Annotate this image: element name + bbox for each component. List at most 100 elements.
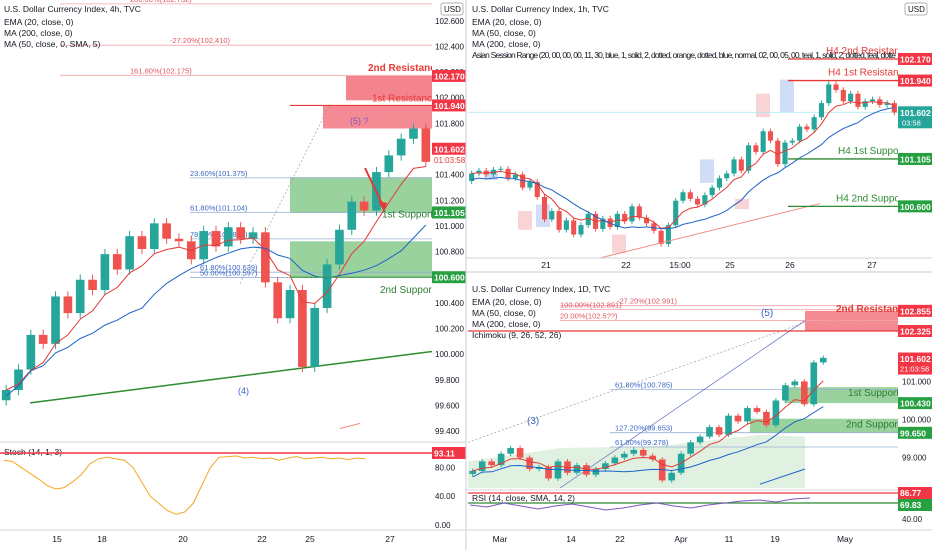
h4-1st-resistance-zone xyxy=(323,105,432,129)
h1-countdown: 03:58 xyxy=(902,118,921,127)
h4-y-tick: 100.200 xyxy=(435,324,464,333)
h1-candle xyxy=(534,181,540,197)
h1-candle xyxy=(818,103,825,118)
d1-candle xyxy=(630,449,638,454)
h4-candle xyxy=(100,254,110,291)
h1-level-tag: 101.940 xyxy=(900,76,931,86)
h1-session-box xyxy=(756,93,770,118)
h1-candle xyxy=(578,225,584,235)
d1-channel-line xyxy=(559,320,806,489)
d1-candle xyxy=(592,468,600,475)
d1-candle xyxy=(621,453,628,458)
h1-ma200-line xyxy=(599,203,821,259)
d1-candle xyxy=(545,467,552,479)
d1-candle xyxy=(782,385,789,401)
d1-candle xyxy=(469,470,477,474)
d1-x-tick: Mar xyxy=(493,534,508,544)
stoch-line xyxy=(3,455,366,515)
d1-candle xyxy=(801,381,808,405)
h4-candle xyxy=(236,227,246,239)
d1-fib-label: 61.80%(100.785) xyxy=(615,381,673,390)
h1-candle xyxy=(811,117,817,130)
h4-wave-dotted xyxy=(239,103,331,284)
h4-candle xyxy=(409,128,418,139)
h4-candle xyxy=(322,264,332,308)
d1-candle xyxy=(706,427,713,437)
h4-level-tag-bg xyxy=(432,99,466,112)
h1-candle xyxy=(731,159,737,174)
h4-price-tag-bg xyxy=(432,142,466,155)
h1-session-box xyxy=(518,211,532,230)
d1-candle xyxy=(602,463,609,469)
h4-currency-badge-bg xyxy=(440,2,464,16)
rsi-label: RSI (14, close, SMA, 14, 2) xyxy=(472,493,575,503)
h4-ma50-line xyxy=(5,224,427,397)
d1-title: U.S. Dollar Currency Index, 1D, TVC xyxy=(472,284,610,294)
d1-candle xyxy=(668,472,675,481)
h4-candle xyxy=(273,282,283,319)
h4-wave-5-label: (5) ? xyxy=(350,116,369,126)
d1-candle xyxy=(696,436,704,443)
h1-candle xyxy=(775,140,781,165)
d1-x-tick: 19 xyxy=(770,534,780,544)
h1-candle xyxy=(738,159,744,171)
h4-ema-line xyxy=(5,166,426,391)
h1-session-box xyxy=(612,234,626,254)
h1-candle xyxy=(512,174,518,179)
h4-countdown: 01:03:58 xyxy=(434,156,466,165)
h1-candle xyxy=(789,140,795,143)
h1-session-box xyxy=(484,170,498,181)
d1-indicator-label: MA (200, close, 0) xyxy=(472,319,541,329)
h4-price-tag: 101.602 xyxy=(434,144,465,154)
h4-y-tick: 101.000 xyxy=(435,222,464,231)
h1-x-tick: 26 xyxy=(785,260,795,270)
h1-level-tag-bg xyxy=(898,200,932,213)
d1-wave-3-label: (3) xyxy=(527,416,539,427)
d1-candle xyxy=(526,457,533,469)
d1-fib-label: -27.20%(102.991) xyxy=(617,297,678,306)
d1-candle xyxy=(507,448,514,454)
h1-indicator-label: Asian Session Range (20, 00, 00, 00, 11,… xyxy=(472,50,896,60)
d1-candle xyxy=(744,408,751,422)
h1-candle xyxy=(709,187,715,196)
h4-candle xyxy=(112,254,122,270)
d1-x-tick: Apr xyxy=(674,534,687,544)
d1-candle xyxy=(763,411,770,426)
d1-countdown: 21:03:58 xyxy=(900,365,929,374)
rsi-y-tick: 40.00 xyxy=(902,515,923,524)
h1-candles xyxy=(469,81,897,247)
h1-x-tick: 25 xyxy=(725,260,735,270)
h4-y-tick: 101.400 xyxy=(435,171,464,180)
h4-level-tag: 100.600 xyxy=(434,273,465,283)
h1-level-label: H4 1st Resistance xyxy=(828,68,910,79)
h4-trendline xyxy=(29,350,433,404)
h4-2nd-resistance-label: 2nd Resistance xyxy=(368,63,442,74)
rsi-tag-lower: 69.83 xyxy=(900,500,922,510)
d1-2nd-support-zone xyxy=(750,418,898,433)
h4-candle xyxy=(335,229,344,265)
fib-label: -27.20%(102.410) xyxy=(170,36,231,45)
h1-x-tick: 27 xyxy=(867,260,877,270)
h4-title: U.S. Dollar Currency Index, 4h, TVC xyxy=(4,4,141,14)
d1-candle xyxy=(819,357,827,363)
fib-label: 161.80%(102.175) xyxy=(130,66,192,75)
h1-candle xyxy=(469,173,475,182)
h1-candle xyxy=(527,181,533,188)
h4-candle xyxy=(174,238,184,242)
h4-candle xyxy=(51,296,60,344)
h1-ma50-line xyxy=(471,107,895,230)
d1-1st-resistance-label: 1st Resistance ★★★ xyxy=(817,319,912,330)
h1-price-tag: 101.602 xyxy=(900,108,931,118)
h4-x-tick: 27 xyxy=(385,534,395,544)
d1-indicator-label: EMA (20, close, 0) xyxy=(472,297,542,307)
h4-candle xyxy=(396,138,406,156)
h4-candle xyxy=(224,227,233,247)
h1-candle xyxy=(476,170,482,174)
d1-x-tick: 11 xyxy=(725,534,734,544)
d1-price-tag-bg xyxy=(898,352,932,375)
h1-indicator-label: MA (200, close, 0) xyxy=(472,39,541,49)
d1-ma200-line xyxy=(759,468,806,485)
h4-candle xyxy=(359,201,369,211)
h4-2nd-resistance-zone xyxy=(346,75,432,101)
